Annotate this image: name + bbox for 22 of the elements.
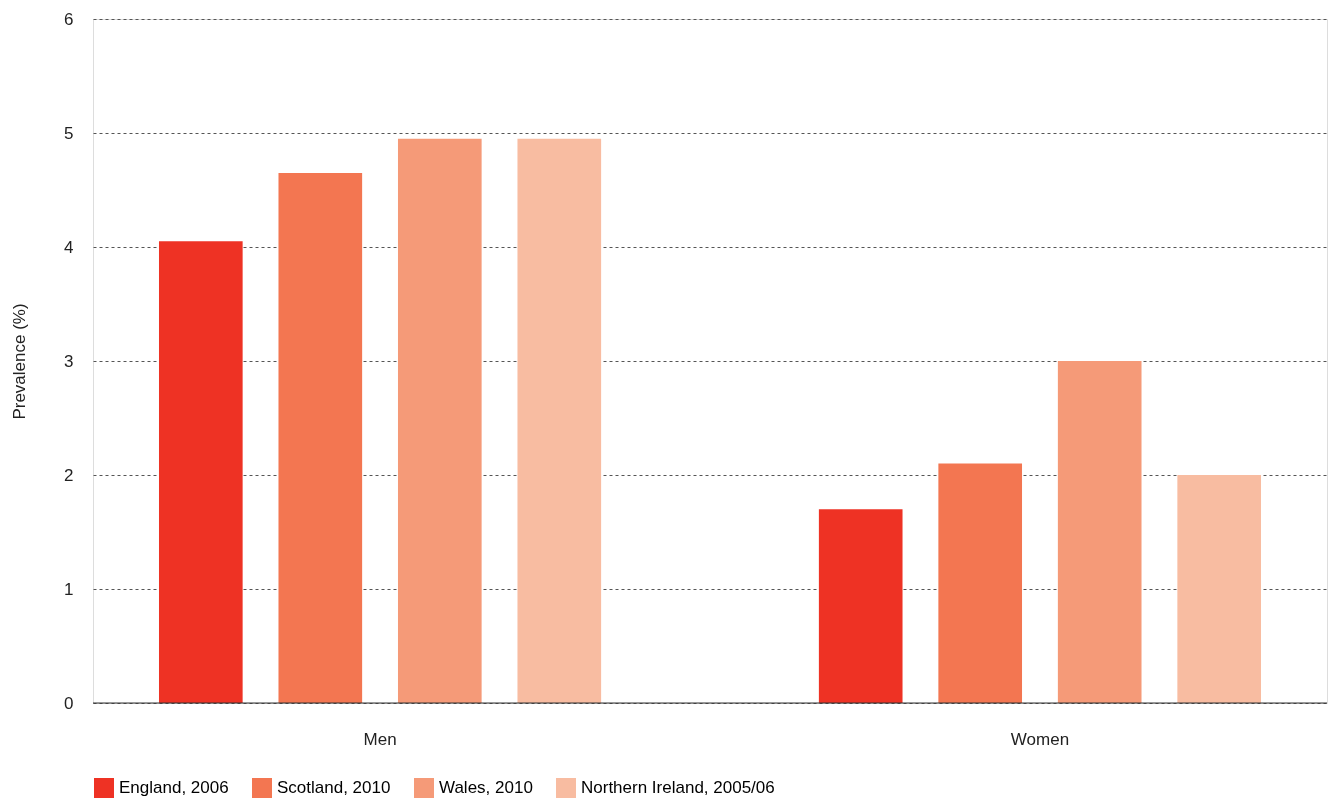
y-tick-label: 5: [64, 123, 74, 143]
legend-label: Northern Ireland, 2005/06: [581, 778, 775, 797]
y-tick-label: 6: [64, 9, 74, 29]
bar: [938, 463, 1023, 703]
bar: [278, 172, 363, 703]
bar: [1177, 475, 1262, 703]
legend-label: England, 2006: [119, 778, 229, 797]
y-tick-label: 3: [64, 351, 74, 371]
x-tick-label: Women: [1010, 729, 1070, 749]
bar: [1057, 361, 1142, 703]
y-tick-label: 4: [64, 237, 74, 257]
y-axis-title: Prevalence (%): [10, 303, 30, 420]
legend-label: Wales, 2010: [439, 778, 533, 797]
bar: [818, 509, 903, 703]
y-tick-label: 2: [64, 465, 74, 485]
bar: [397, 138, 482, 703]
x-tick-label: Men: [363, 729, 397, 749]
y-tick-label: 0: [64, 693, 74, 713]
bar: [517, 138, 602, 703]
y-tick-label: 1: [64, 579, 74, 599]
legend-label: Scotland, 2010: [277, 778, 391, 797]
bar: [158, 241, 243, 703]
